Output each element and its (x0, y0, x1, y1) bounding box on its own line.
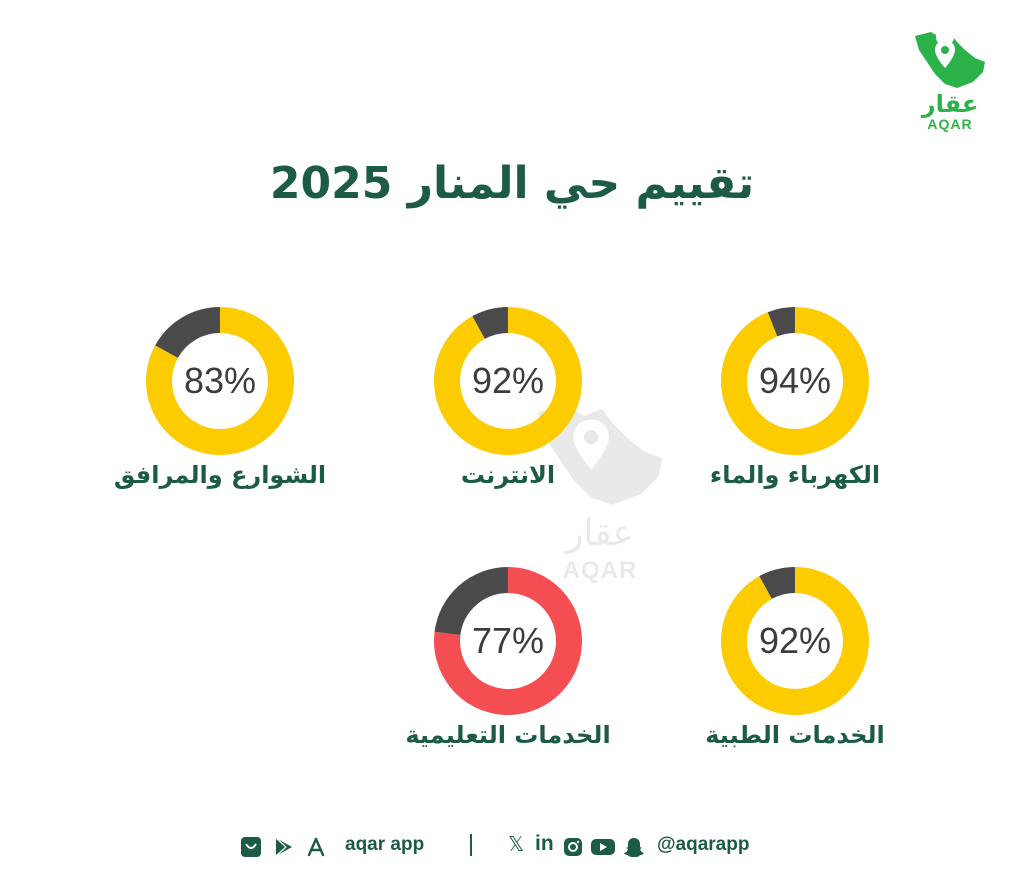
donut-value-arc (721, 567, 869, 715)
donut-percent-label: 77% (471, 620, 545, 661)
watermark-english-text: AQAR (562, 557, 638, 584)
footer: aqar app 𝕏 in @aqarapp (0, 826, 1024, 866)
rating-item-education-services: 77% الخدمات التعليمية (378, 566, 638, 786)
app-name-text[interactable]: aqar app (345, 834, 425, 855)
donut-category-label: الانترنت (460, 461, 556, 489)
aqar-logo: عقار AQAR (905, 28, 995, 138)
watermark: عقار AQAR (520, 395, 680, 595)
donut-ring (721, 307, 869, 455)
donut-remainder-arc (434, 567, 509, 636)
watermark-arabic-text: عقار (565, 513, 635, 554)
rating-item-electricity-water: 94% الكهرباء والماء (665, 306, 925, 526)
youtube-icon[interactable] (590, 836, 616, 858)
saudi-map-icon (915, 28, 985, 88)
instagram-icon[interactable] (562, 836, 584, 858)
donut-category-label: الشوارع والمرافق (113, 461, 327, 489)
linkedin-icon[interactable]: in (535, 832, 554, 855)
donut-ring (721, 567, 869, 715)
donut-value-arc (434, 307, 582, 455)
donut-percent-label: 92% (758, 620, 832, 661)
donut-category-label: الخدمات التعليمية (405, 721, 611, 749)
rating-item-internet: 92% الانترنت (378, 306, 638, 526)
donut-remainder-arc (472, 307, 509, 340)
donut-ring (146, 307, 294, 455)
store-icon[interactable] (240, 836, 262, 858)
donut-category-label: الكهرباء والماء (709, 461, 881, 489)
donut-value-arc (146, 307, 294, 455)
donut-percent-label: 94% (758, 360, 832, 401)
logo-english-text: AQAR (927, 116, 973, 132)
logo-arabic-text: عقار (921, 90, 979, 118)
rating-item-medical-services: 92% الخدمات الطبية (665, 566, 925, 786)
app-store-icon[interactable] (305, 836, 327, 858)
donut-remainder-arc (767, 307, 796, 337)
donut-remainder-arc (155, 307, 221, 359)
donut-value-arc (434, 567, 582, 715)
donut-percent-label: 83% (183, 360, 257, 401)
snapchat-icon[interactable] (623, 836, 645, 858)
social-handle-text[interactable]: @aqarapp (657, 834, 750, 855)
donut-value-arc (721, 307, 869, 455)
donut-category-label: الخدمات الطبية (705, 721, 885, 749)
donut-ring (434, 307, 582, 455)
footer-divider (470, 834, 472, 856)
page-title: تقييم حي المنار 2025 (269, 158, 755, 209)
play-store-icon[interactable] (273, 836, 295, 858)
donut-ring (434, 567, 582, 715)
donut-remainder-arc (759, 567, 796, 600)
watermark-map-icon (537, 405, 663, 505)
donut-percent-label: 92% (471, 360, 545, 401)
x-icon[interactable]: 𝕏 (508, 832, 525, 856)
rating-item-streets-facilities: 83% الشوارع والمرافق (90, 306, 350, 526)
